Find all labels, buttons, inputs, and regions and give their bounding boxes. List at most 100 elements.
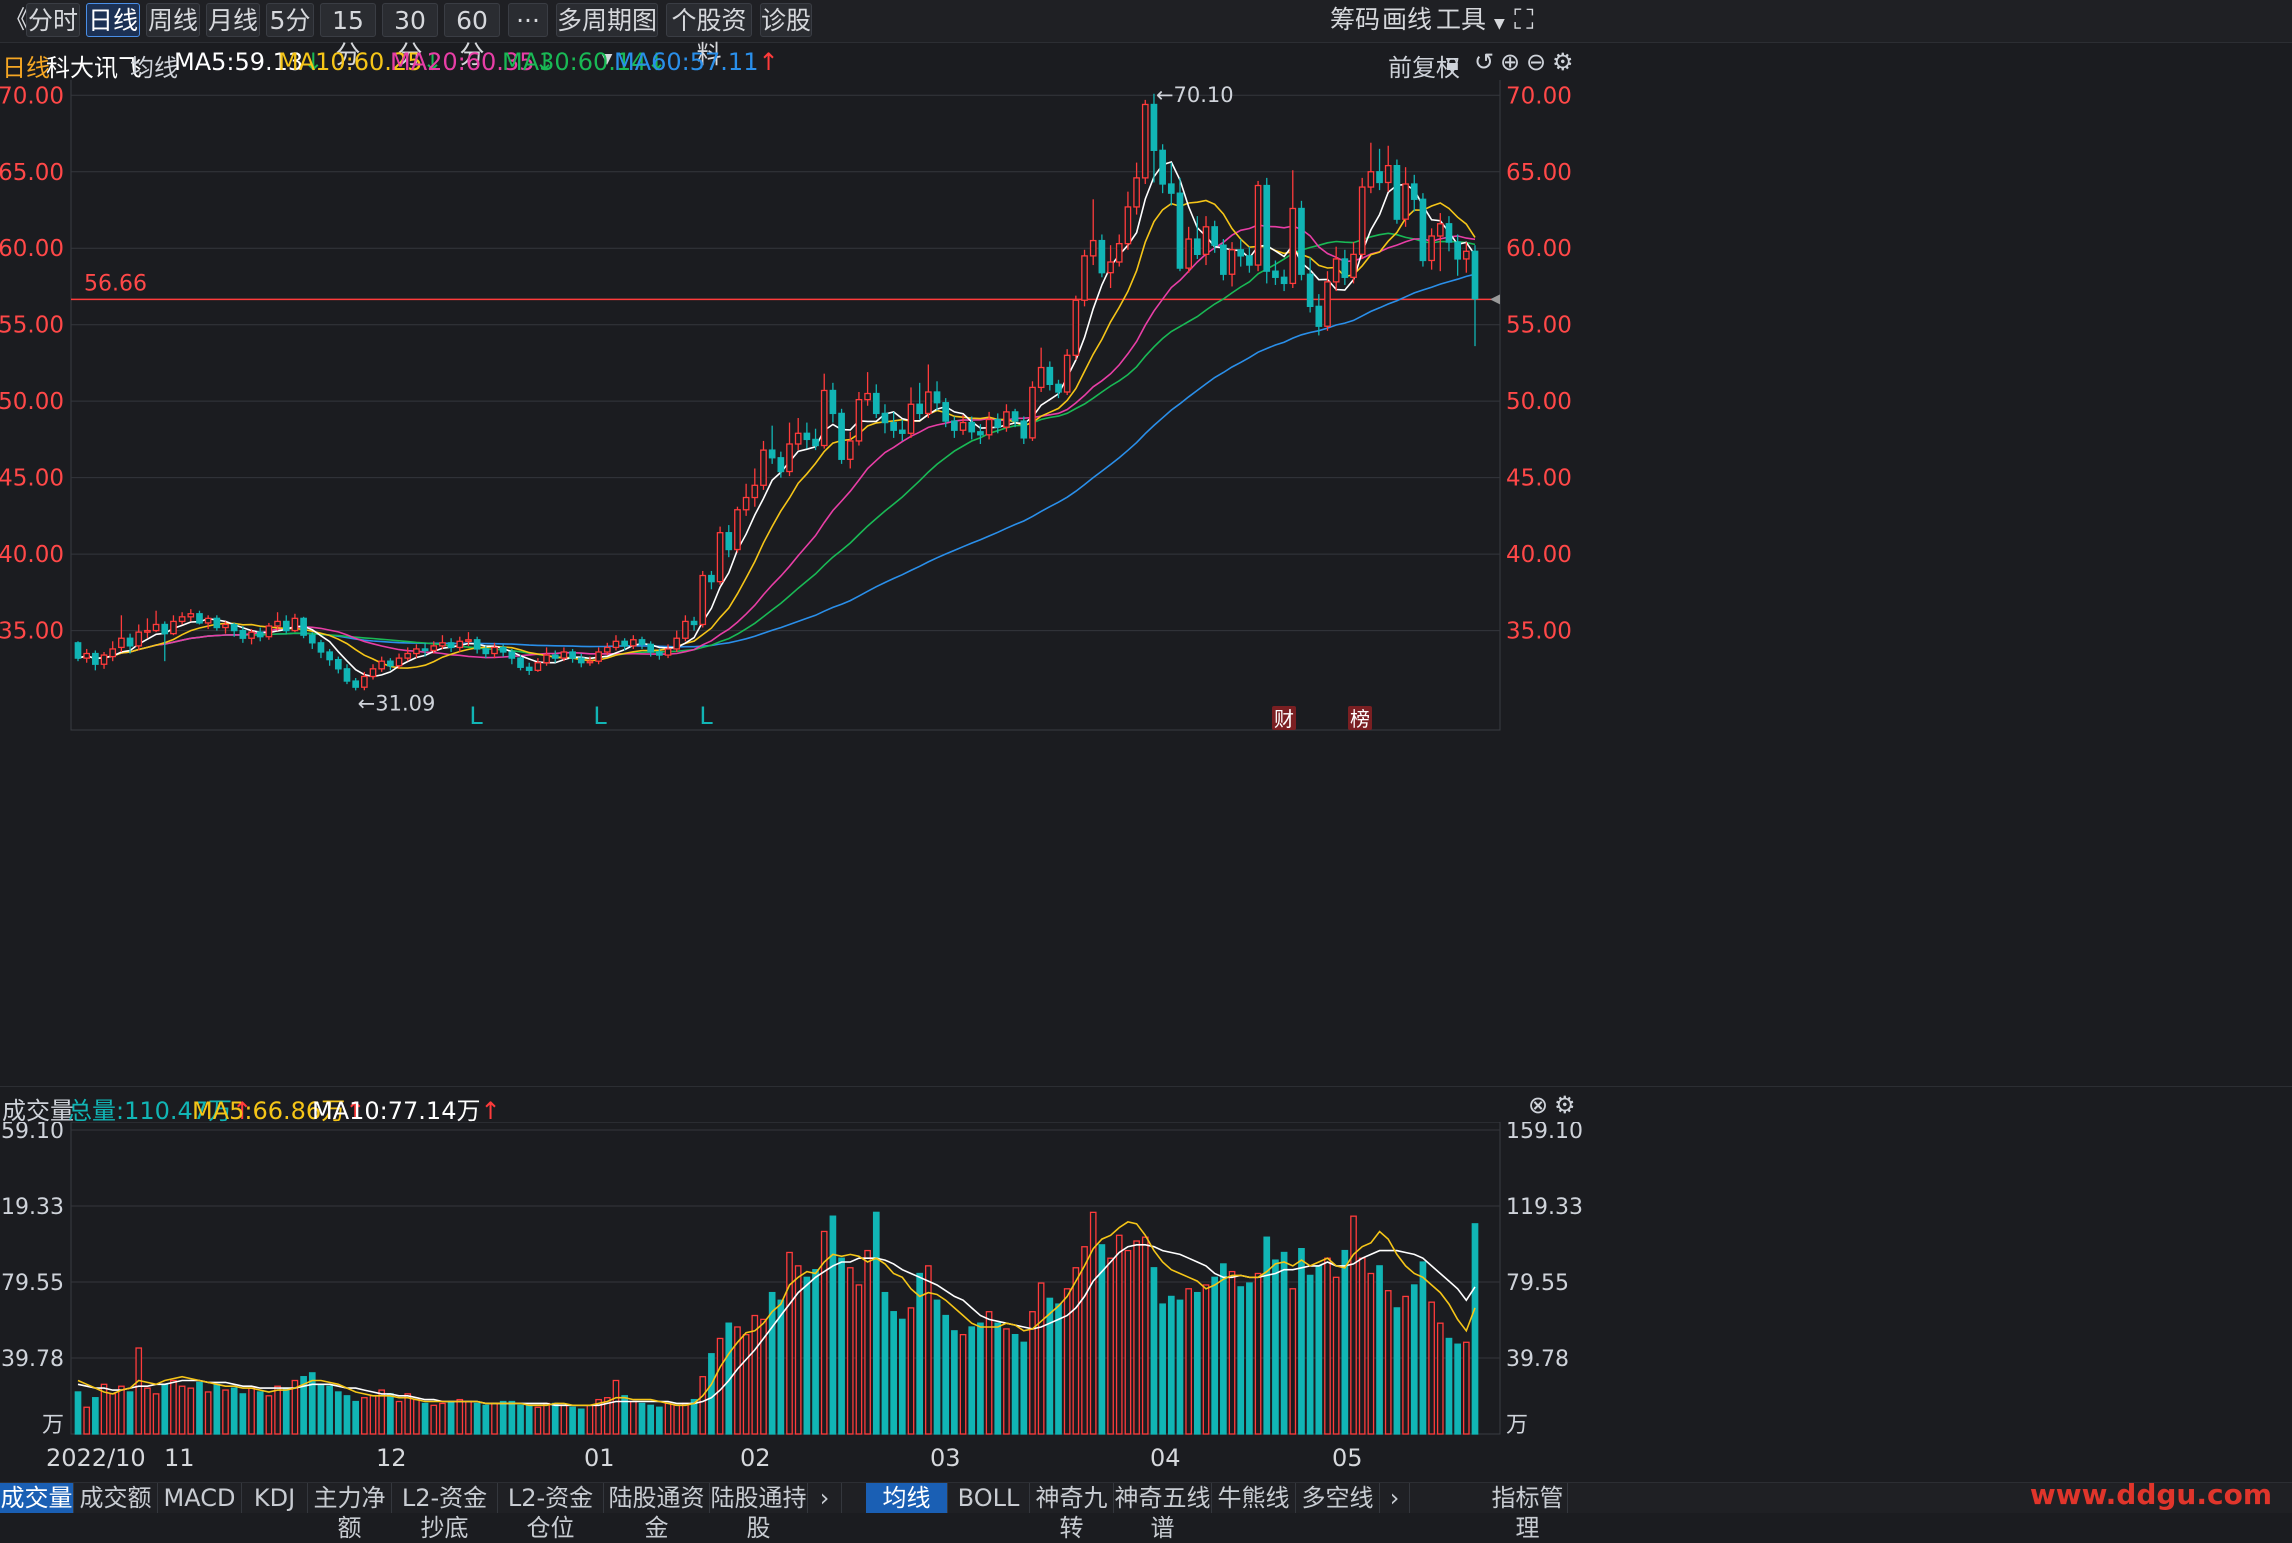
tab-weekly[interactable]: 周线 <box>146 3 200 37</box>
indicator-tab[interactable]: 主力净额 <box>308 1483 392 1542</box>
volume-bar <box>300 1376 307 1435</box>
volume-tick-right: 39.78 <box>1506 1347 1569 1372</box>
volume-bar <box>569 1406 576 1435</box>
close-icon[interactable]: ⊗ <box>1528 1091 1549 1119</box>
low-annotation: ←31.09 <box>358 691 436 715</box>
overlay-tab[interactable]: 神奇九转 <box>1030 1483 1114 1542</box>
ma-legend: 日线 科大讯飞 均线 MA5:59.13↓ MA10:60.25↓ MA20:6… <box>0 44 2292 82</box>
indicator-tab[interactable]: MACD <box>158 1483 242 1513</box>
gear-icon[interactable]: ⚙ <box>1552 48 1574 76</box>
overlay-tab[interactable]: 神奇五线谱 <box>1114 1483 1212 1542</box>
candle <box>473 639 481 650</box>
overlay-tab[interactable]: 均线 <box>866 1483 948 1513</box>
stock-info-button[interactable]: 个股资料 <box>666 3 752 69</box>
volume-bar <box>959 1333 967 1435</box>
volume-bar <box>1315 1265 1323 1435</box>
volume-bar <box>352 1400 360 1435</box>
lock-icon[interactable]: 🔒︎ <box>1446 48 1459 76</box>
indicator-tab[interactable]: 成交额 <box>74 1483 158 1513</box>
tools-dropdown[interactable]: 工具 ▼ <box>1436 3 1505 37</box>
indicator-tab[interactable]: KDJ <box>242 1483 308 1513</box>
restore-dropdown[interactable]: 前复权 <box>1388 54 1460 82</box>
undo-icon[interactable]: ↺ <box>1474 48 1495 76</box>
more-button[interactable]: ··· <box>508 3 548 37</box>
volume-bar <box>1471 1223 1479 1435</box>
candle <box>647 643 655 653</box>
tab-monthly[interactable]: 月线 <box>206 3 260 37</box>
volume-bar <box>100 1383 108 1435</box>
indicator-tab[interactable]: 陆股通资金 <box>604 1483 710 1542</box>
indicator-tab[interactable]: L2-资金抄底 <box>392 1483 498 1542</box>
gear-icon[interactable]: ⚙ <box>1554 1091 1576 1119</box>
multi-period-dropdown[interactable]: 多周期图 ▼ <box>556 3 658 67</box>
indicator-tab[interactable]: 成交量 <box>0 1483 74 1513</box>
volume-bar <box>413 1398 420 1435</box>
zoom-in-icon[interactable]: ⊕ <box>1500 48 1521 76</box>
tab-fenshi[interactable]: 分时 <box>26 3 80 37</box>
volume-bar <box>1141 1236 1149 1435</box>
volume-bar <box>1306 1274 1314 1435</box>
candle <box>543 654 550 664</box>
tab-15min[interactable]: 15分 <box>320 3 376 69</box>
volume-ma5-line <box>77 1221 1476 1407</box>
ma-label[interactable]: 均线 <box>130 54 178 82</box>
candle <box>829 389 837 415</box>
y-tick-right: 55.00 <box>1506 313 1572 339</box>
volume-bar <box>1081 1246 1088 1435</box>
overlay-tab[interactable]: 多空线 <box>1296 1483 1380 1513</box>
finance-marker: 财 <box>1274 707 1294 731</box>
zoom-out-icon[interactable]: ⊖ <box>1526 48 1547 76</box>
date-tick: 12 <box>376 1444 407 1472</box>
volume-bar <box>1298 1248 1305 1435</box>
volume-chart[interactable]: 159.10 159.10 119.33 119.33 79.55 79.55 39.78 3… <box>0 1122 2292 1440</box>
volume-bar <box>1055 1303 1062 1435</box>
candle <box>152 623 160 632</box>
volume-bar <box>1428 1301 1435 1435</box>
volume-bar <box>951 1330 958 1435</box>
volume-bar <box>994 1322 1002 1435</box>
candle <box>812 438 819 447</box>
date-tick: 05 <box>1332 1444 1363 1472</box>
fullscreen-icon[interactable]: ⛶ <box>1514 3 1534 36</box>
volume-bar <box>1107 1257 1114 1435</box>
price-chart[interactable]: 70.00 70.00 65.00 65.00 60.00 60.00 55.00 55.00… <box>0 80 2292 1086</box>
tab-daily[interactable]: 日线 <box>86 3 140 37</box>
volume-bar <box>577 1408 585 1435</box>
volume-bar <box>1133 1240 1140 1435</box>
volume-bar <box>126 1391 134 1435</box>
overlay-tab[interactable]: BOLL <box>948 1483 1030 1513</box>
chevron-right-icon[interactable]: › <box>1380 1483 1410 1513</box>
volume-bar <box>456 1398 464 1435</box>
tab-5min[interactable]: 5分 <box>266 3 314 37</box>
indicator-tab[interactable]: L2-资金仓位 <box>498 1483 604 1542</box>
volume-bar <box>1254 1272 1262 1435</box>
tab-60min[interactable]: 60分 <box>444 3 500 69</box>
volume-bar <box>439 1402 446 1435</box>
volume-bar <box>170 1379 177 1435</box>
chevron-right-icon[interactable]: › <box>808 1483 842 1513</box>
indicator-tab[interactable]: 陆股通持股 <box>710 1483 808 1542</box>
volume-bar <box>326 1385 333 1435</box>
indicator-manage-button[interactable]: 指标管理 <box>1488 1483 1568 1542</box>
candle <box>690 620 698 626</box>
volume-bar <box>1029 1311 1036 1435</box>
candle <box>118 637 125 649</box>
diagnose-button[interactable]: 诊股 <box>760 3 812 37</box>
draw-button[interactable]: 画线 <box>1382 5 1433 34</box>
candle <box>222 623 229 629</box>
volume-bar <box>560 1404 568 1435</box>
volume-bar <box>334 1391 342 1435</box>
volume-bar <box>525 1404 533 1435</box>
tab-30min[interactable]: 30分 <box>382 3 438 69</box>
volume-bar <box>1089 1211 1097 1435</box>
back-icon[interactable]: 《 <box>4 5 30 34</box>
candle <box>282 620 290 632</box>
candle <box>230 623 238 632</box>
volume-bar <box>777 1299 785 1435</box>
overlay-tab[interactable]: 牛熊线 <box>1212 1483 1296 1513</box>
volume-bar <box>343 1395 351 1435</box>
candle <box>465 639 472 642</box>
candle <box>1133 177 1140 208</box>
chips-button[interactable]: 筹码 <box>1330 5 1381 34</box>
volume-bar <box>230 1387 238 1435</box>
